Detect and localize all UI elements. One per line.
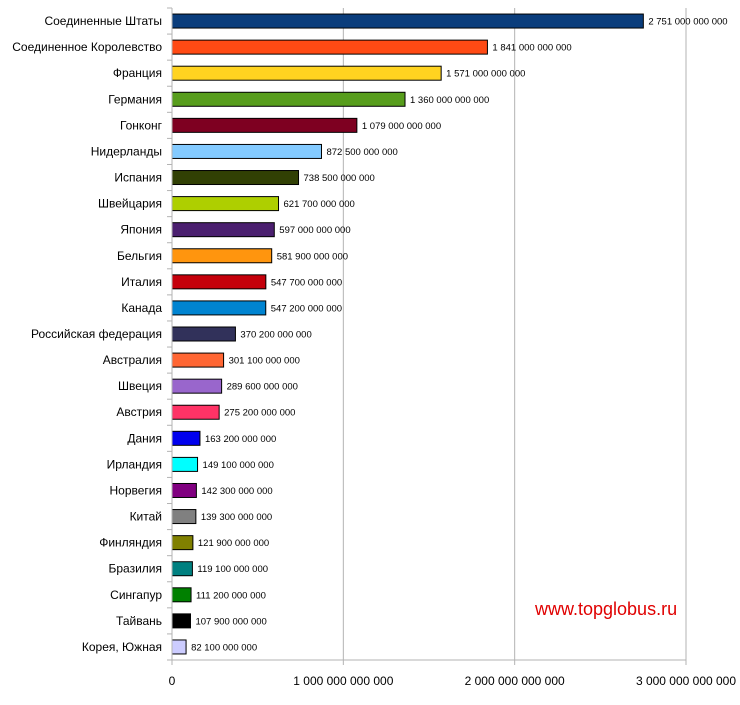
- value-label: 1 079 000 000 000: [362, 121, 441, 132]
- category-label: Япония: [120, 223, 162, 237]
- category-label: Соединенное Королевство: [12, 40, 162, 54]
- x-tick-label: 0: [169, 674, 176, 688]
- x-tick-label: 3 000 000 000 000: [636, 674, 736, 688]
- category-label: Франция: [113, 66, 162, 80]
- bar: [171, 326, 236, 342]
- category-label: Нидерланды: [91, 144, 162, 158]
- category-label: Гонконг: [120, 118, 163, 132]
- value-label: 82 100 000 000: [191, 642, 257, 653]
- category-label: Испания: [114, 171, 162, 185]
- value-label: 1 841 000 000 000: [492, 43, 571, 54]
- value-label: 301 100 000 000: [229, 356, 300, 367]
- watermark-text: www.topglobus.ru: [535, 599, 678, 619]
- bar: [171, 482, 197, 498]
- x-tick-label: 1 000 000 000 000: [293, 674, 393, 688]
- value-label: 289 600 000 000: [227, 382, 298, 393]
- value-label: 111 200 000 000: [196, 590, 266, 601]
- value-label: 121 900 000 000: [198, 538, 269, 549]
- bar: [171, 248, 273, 264]
- bar: [171, 352, 225, 368]
- category-label: Ирландия: [107, 457, 162, 471]
- bar: [171, 170, 300, 186]
- category-label: Российская федерация: [31, 327, 162, 341]
- value-label: 142 300 000 000: [201, 486, 272, 497]
- bar: [171, 535, 194, 551]
- bar: [171, 13, 644, 29]
- bar: [171, 222, 275, 238]
- value-label: 547 700 000 000: [271, 277, 342, 288]
- labels: 0 1 000 000 000 000 2 000 000 000 000 3 000…: [12, 14, 736, 688]
- value-label: 275 200 000 000: [224, 408, 295, 419]
- category-label: Италия: [121, 275, 162, 289]
- bar: [171, 509, 197, 525]
- value-label: 119 100 000 000: [197, 564, 268, 575]
- value-label: 872 500 000 000: [326, 147, 397, 158]
- category-label: Норвегия: [109, 483, 162, 497]
- value-label: 163 200 000 000: [205, 434, 276, 445]
- category-label: Соединенные Штаты: [44, 14, 162, 28]
- value-label: 107 900 000 000: [195, 616, 266, 627]
- bar: [171, 378, 223, 394]
- category-label: Австрия: [116, 405, 162, 419]
- bar: [171, 65, 442, 81]
- value-label: 738 500 000 000: [304, 173, 375, 184]
- value-label: 370 200 000 000: [240, 330, 311, 341]
- bar: [171, 143, 322, 159]
- gridlines: [342, 8, 687, 660]
- value-label: 547 200 000 000: [271, 303, 342, 314]
- value-label: 2 751 000 000 000: [648, 17, 727, 28]
- bar: [171, 274, 267, 290]
- bar: [171, 456, 199, 472]
- bar: [171, 300, 267, 316]
- value-label: 581 900 000 000: [277, 251, 348, 262]
- x-tick-label: 2 000 000 000 000: [465, 674, 565, 688]
- category-label: Германия: [108, 92, 162, 106]
- category-label: Тайвань: [116, 614, 162, 628]
- category-label: Дания: [127, 431, 162, 445]
- category-label: Корея, Южная: [82, 640, 162, 654]
- value-label: 1 360 000 000 000: [410, 95, 489, 106]
- value-label: 597 000 000 000: [279, 225, 350, 236]
- category-label: Швеция: [118, 379, 162, 393]
- category-label: Австралия: [103, 353, 162, 367]
- value-label: 149 100 000 000: [203, 460, 274, 471]
- category-label: Китай: [130, 510, 162, 524]
- bar: [171, 196, 280, 212]
- value-label: 621 700 000 000: [284, 199, 355, 210]
- bar: [171, 613, 191, 629]
- bar: [171, 91, 406, 107]
- category-label: Сингапур: [110, 588, 162, 602]
- bar: [171, 117, 358, 133]
- bar: [171, 39, 488, 55]
- category-label: Финляндия: [99, 536, 162, 550]
- category-label: Бельгия: [117, 249, 162, 263]
- value-label: 139 300 000 000: [201, 512, 272, 523]
- value-label: 1 571 000 000 000: [446, 69, 525, 80]
- bar: [171, 587, 192, 603]
- bar: [171, 639, 187, 655]
- category-label: Бразилия: [109, 562, 163, 576]
- bar: [171, 430, 201, 446]
- category-label: Швейцария: [98, 197, 162, 211]
- category-label: Канада: [121, 301, 162, 315]
- bar: [171, 561, 193, 577]
- bar: [171, 404, 220, 420]
- axes: [167, 7, 687, 665]
